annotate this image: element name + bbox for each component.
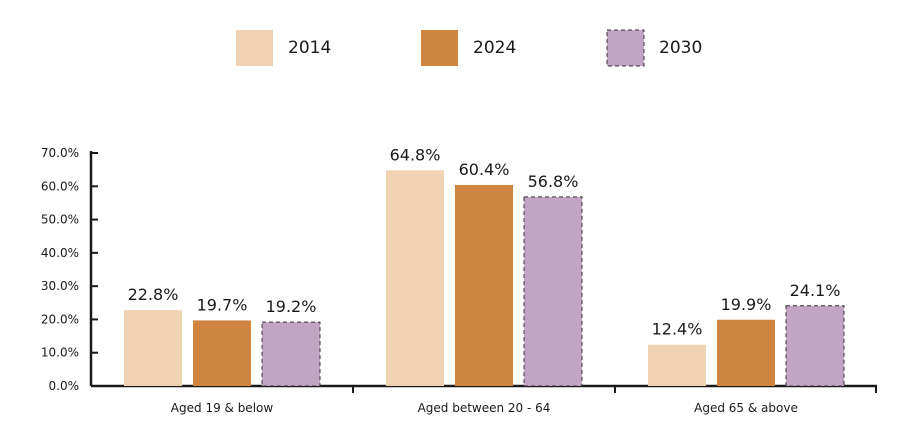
bars <box>124 170 845 387</box>
legend-label-2030: 2030 <box>659 38 702 58</box>
bar-aged-19-and-below-2024 <box>193 320 251 386</box>
y-tick-label: 10.0% <box>41 346 79 360</box>
data-label-aged-19-and-below-2030: 19.2% <box>266 297 317 316</box>
y-tick-label: 20.0% <box>41 312 79 326</box>
data-label-aged-between-20-64-2014: 64.8% <box>390 145 441 164</box>
bar-aged-between-20-64-2014 <box>386 170 444 386</box>
y-tick-label: 30.0% <box>41 279 79 293</box>
bar-aged-65-and-above-2014 <box>648 344 706 386</box>
y-tick-label: 50.0% <box>41 213 79 227</box>
y-tick-label: 40.0% <box>41 246 79 260</box>
data-labels: 22.8% 19.7% 19.2% 64.8% 60.4% 56.8% 12.4% 19.9%… <box>128 145 841 338</box>
legend-swatch-2024 <box>421 30 458 66</box>
data-label-aged-19-and-below-2024: 19.7% <box>197 295 248 314</box>
y-tick-label: 60.0% <box>41 179 79 193</box>
bar-aged-65-and-above-2024 <box>717 319 775 386</box>
bar-aged-19-and-below-2014 <box>124 310 182 386</box>
y-tick-label: 70.0% <box>41 146 79 160</box>
data-label-aged-between-20-64-2024: 60.4% <box>459 160 510 179</box>
x-category-label-aged-19-and-below: Aged 19 & below <box>171 401 274 415</box>
data-label-aged-65-and-above-2030: 24.1% <box>790 281 841 300</box>
y-tick-label: 0.0% <box>49 379 80 393</box>
y-axis: 0.0% 10.0% 20.0% 30.0% 40.0% 50.0% 60.0% 70.0% <box>41 146 98 393</box>
legend-swatch-2014 <box>236 30 273 66</box>
legend: 2014 2024 2030 <box>236 29 702 67</box>
data-label-aged-65-and-above-2024: 19.9% <box>721 295 772 314</box>
data-label-aged-between-20-64-2030: 56.8% <box>528 172 579 191</box>
bar-aged-between-20-64-2030 <box>523 196 583 387</box>
bar-aged-between-20-64-2024 <box>455 184 513 386</box>
legend-swatch-2030 <box>606 29 645 67</box>
x-category-label-aged-between-20-64: Aged between 20 - 64 <box>418 401 551 415</box>
x-axis: Aged 19 & below Aged between 20 - 64 Aged … <box>91 384 877 415</box>
data-label-aged-65-and-above-2014: 12.4% <box>652 320 703 339</box>
legend-label-2024: 2024 <box>473 38 516 58</box>
legend-label-2014: 2014 <box>288 38 331 58</box>
data-label-aged-19-and-below-2014: 22.8% <box>128 285 179 304</box>
bar-aged-65-and-above-2030 <box>785 305 845 387</box>
x-category-label-aged-65-and-above: Aged 65 & above <box>694 401 798 415</box>
bar-aged-19-and-below-2030 <box>261 321 321 387</box>
